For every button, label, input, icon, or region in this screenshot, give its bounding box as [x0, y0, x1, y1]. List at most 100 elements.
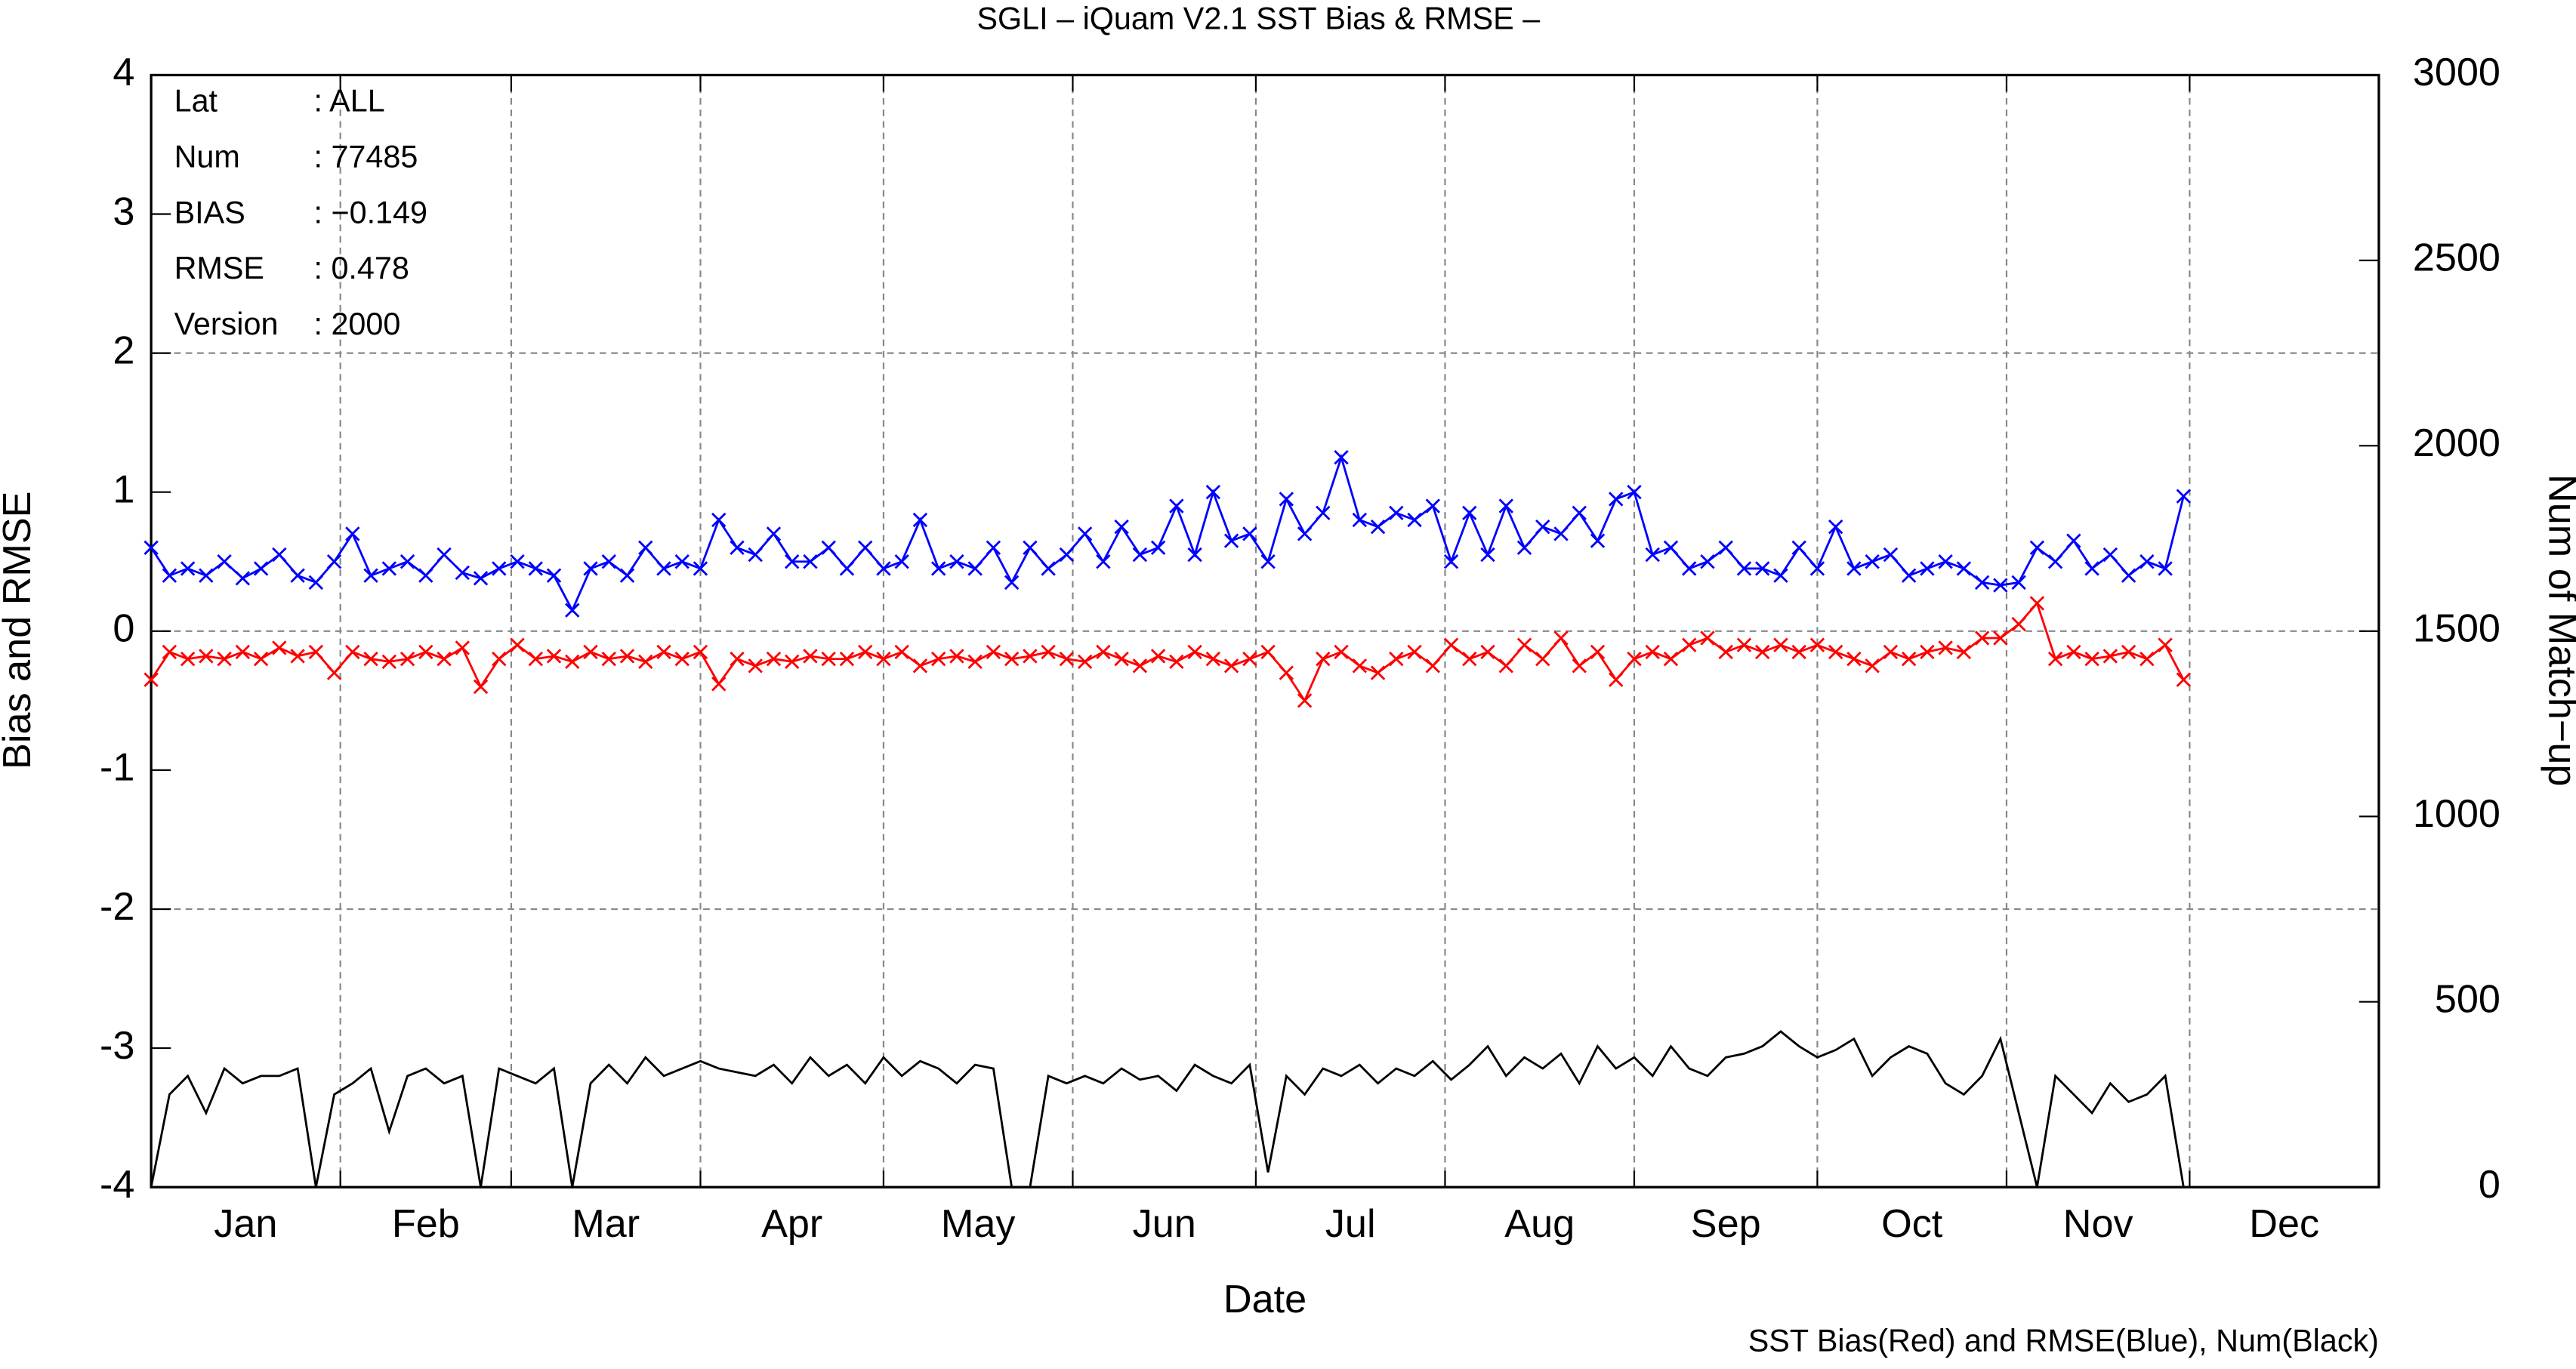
- point-marker: [1297, 693, 1313, 708]
- point-marker: [143, 540, 159, 556]
- point-marker: [1077, 526, 1093, 541]
- point-marker: [1535, 520, 1550, 535]
- point-marker: [1645, 644, 1660, 660]
- point-marker: [1041, 561, 1056, 576]
- point-marker: [1993, 631, 2008, 646]
- series-line: [150, 453, 2185, 613]
- point-marker: [1114, 651, 1129, 667]
- point-marker: [1316, 505, 1331, 521]
- series-line: [150, 601, 2185, 703]
- point-marker: [1004, 651, 1020, 667]
- point-marker: [1809, 561, 1825, 576]
- point-marker: [1260, 554, 1276, 569]
- point-marker: [1736, 637, 1752, 652]
- point-marker: [1516, 637, 1532, 652]
- point-marker: [894, 644, 909, 660]
- point-marker: [693, 561, 708, 576]
- point-marker: [345, 526, 360, 541]
- x-tick-label: Apr: [761, 1202, 822, 1246]
- stat-label: Lat: [174, 83, 218, 118]
- point-marker: [1041, 644, 1056, 660]
- point-marker: [1645, 547, 1660, 563]
- x-axis-label: Date: [1223, 1278, 1307, 1321]
- point-marker: [785, 654, 800, 670]
- point-marker: [162, 644, 177, 660]
- point-marker: [2158, 561, 2173, 576]
- point-marker: [1920, 644, 1935, 660]
- y2-tick-label: 1500: [2413, 607, 2500, 651]
- point-marker: [1242, 526, 1257, 541]
- stat-label: Version: [174, 307, 279, 341]
- point-marker: [949, 649, 964, 664]
- point-marker: [2029, 596, 2045, 611]
- point-marker: [1462, 651, 1477, 667]
- point-marker: [1334, 644, 1349, 660]
- stat-value: : −0.149: [313, 195, 427, 230]
- point-marker: [1609, 492, 1624, 507]
- point-marker: [1425, 658, 1440, 674]
- point-marker: [1260, 644, 1276, 660]
- point-marker: [1938, 554, 1953, 569]
- y-tick-label: -4: [100, 1163, 134, 1207]
- point-marker: [1023, 649, 1038, 664]
- point-marker: [272, 547, 287, 563]
- point-marker: [2176, 672, 2192, 687]
- point-marker: [785, 554, 800, 569]
- point-marker: [1150, 540, 1166, 556]
- point-marker: [1920, 561, 1935, 576]
- point-marker: [1498, 498, 1513, 513]
- point-marker: [199, 568, 214, 583]
- point-marker: [857, 644, 873, 660]
- y-tick-label: 2: [113, 328, 134, 372]
- point-marker: [2011, 575, 2026, 590]
- point-marker: [967, 654, 983, 670]
- point-marker: [1718, 540, 1733, 556]
- point-marker: [1223, 658, 1239, 674]
- point-marker: [1682, 637, 1697, 652]
- x-tick-label: Mar: [572, 1202, 640, 1246]
- point-marker: [1901, 568, 1917, 583]
- point-marker: [2139, 554, 2155, 569]
- point-marker: [2121, 644, 2136, 660]
- point-marker: [1480, 644, 1495, 660]
- point-marker: [894, 554, 909, 569]
- point-marker: [674, 554, 690, 569]
- point-marker: [253, 561, 269, 576]
- point-marker: [1627, 651, 1642, 667]
- point-marker: [1718, 644, 1733, 660]
- x-tick-label: Jun: [1133, 1202, 1196, 1246]
- point-marker: [1096, 554, 1111, 569]
- point-marker: [1956, 644, 1972, 660]
- point-marker: [217, 554, 232, 569]
- point-marker: [565, 603, 580, 618]
- point-marker: [308, 575, 324, 590]
- point-marker: [766, 526, 782, 541]
- point-marker: [2084, 651, 2099, 667]
- y-tick-label: -2: [100, 885, 134, 929]
- point-marker: [601, 554, 616, 569]
- point-marker: [363, 651, 378, 667]
- point-marker: [711, 512, 727, 528]
- point-marker: [839, 651, 855, 667]
- point-marker: [1846, 561, 1862, 576]
- point-marker: [326, 665, 342, 680]
- point-marker: [748, 547, 763, 563]
- point-marker: [1736, 561, 1752, 576]
- point-marker: [1242, 651, 1257, 667]
- point-marker: [528, 651, 543, 667]
- y-tick-label: 4: [113, 51, 134, 94]
- point-marker: [1132, 658, 1148, 674]
- point-marker: [253, 651, 269, 667]
- point-marker: [656, 561, 671, 576]
- point-marker: [1553, 526, 1569, 541]
- point-marker: [1187, 644, 1202, 660]
- point-marker: [2121, 568, 2136, 583]
- point-marker: [437, 651, 452, 667]
- point-marker: [418, 568, 433, 583]
- point-marker: [1828, 520, 1843, 535]
- point-marker: [986, 540, 1001, 556]
- point-marker: [217, 651, 232, 667]
- point-marker: [876, 561, 891, 576]
- point-marker: [1498, 658, 1513, 674]
